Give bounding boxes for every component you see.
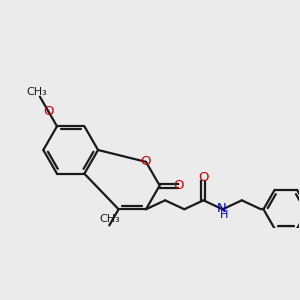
- Text: CH₃: CH₃: [99, 214, 120, 224]
- Text: O: O: [173, 179, 184, 192]
- Text: O: O: [198, 171, 209, 184]
- Text: CH₃: CH₃: [27, 87, 47, 97]
- Text: H: H: [220, 211, 228, 220]
- Text: N: N: [217, 202, 227, 215]
- Text: O: O: [141, 155, 151, 168]
- Text: O: O: [43, 105, 54, 118]
